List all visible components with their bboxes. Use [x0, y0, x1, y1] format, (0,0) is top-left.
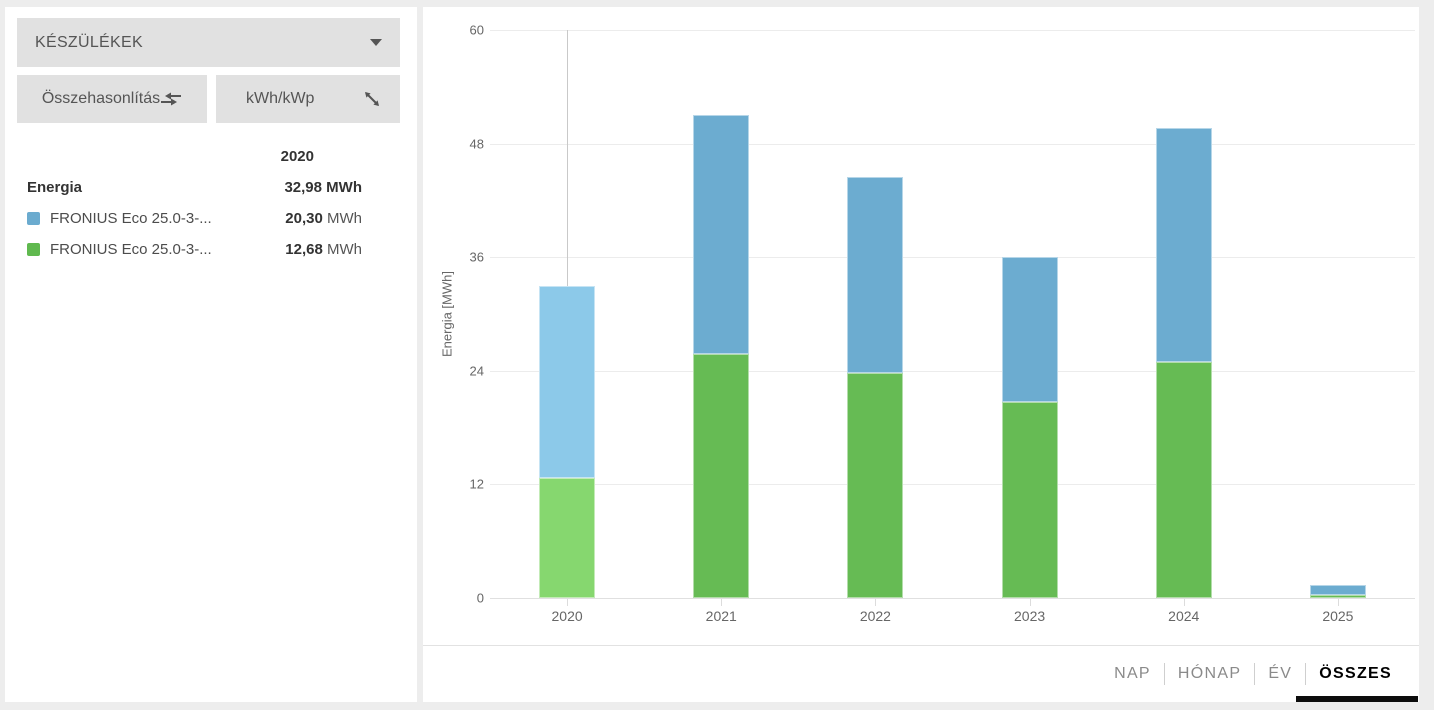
x-axis-label: 2021 [705, 608, 737, 624]
x-axis-label: 2025 [1322, 608, 1354, 624]
bar-segment[interactable] [693, 115, 750, 354]
y-tick-label: 24 [469, 363, 484, 379]
bar-segment[interactable] [1309, 594, 1366, 598]
legend-swatch-green [27, 243, 40, 256]
y-tick-label: 48 [469, 136, 484, 152]
compare-button[interactable]: Összehasonlítás [17, 75, 207, 123]
bar-2023[interactable] [1001, 30, 1058, 598]
devices-panel: KÉSZÜLÉKEK Összehasonlítás kWh/kWp [5, 7, 417, 702]
x-axis-tick [1337, 599, 1339, 606]
bar-segment[interactable] [847, 372, 904, 598]
y-axis-tick-labels: 0 12 24 36 48 60 [423, 23, 487, 606]
tab-honap[interactable]: HÓNAP [1165, 646, 1254, 702]
active-tab-underline [1296, 696, 1418, 702]
energy-summary-table: 2020 Energia 32,98 MWh FRONIUS Eco 25.0-… [27, 141, 362, 265]
y-tick-label: 12 [469, 476, 484, 492]
bar-segment[interactable] [539, 285, 596, 478]
period-tab-bar: NAP HÓNAP ÉV ÖSSZES [423, 645, 1419, 702]
devices-dropdown[interactable]: KÉSZÜLÉKEK [17, 18, 400, 67]
devices-dropdown-label: KÉSZÜLÉKEK [35, 33, 143, 51]
unit-toggle-label: kWh/kWp [246, 90, 315, 107]
diagonal-resize-arrow-icon [365, 92, 379, 106]
summary-total-label: Energia [27, 179, 83, 196]
x-axis-tick [1183, 599, 1185, 606]
bar-2020[interactable] [539, 30, 596, 598]
bar-2022[interactable] [847, 30, 904, 598]
bar-2021[interactable] [693, 30, 750, 598]
device-label: FRONIUS Eco 25.0-3-... [50, 241, 212, 258]
tab-separator [1163, 663, 1165, 685]
gridline [490, 484, 1415, 486]
gridline [490, 370, 1415, 372]
y-tick-label: 36 [469, 249, 484, 265]
x-axis-tick [721, 599, 723, 606]
bar-2025[interactable] [1309, 30, 1366, 598]
gridline [490, 143, 1415, 145]
x-axis-tick [875, 599, 877, 606]
x-axis-tick [1029, 599, 1031, 606]
bar-2024[interactable] [1155, 30, 1212, 598]
y-tick-label: 60 [469, 22, 484, 38]
bar-segment[interactable] [1001, 402, 1058, 598]
stacked-bar-chart: 2020 2021 2022 2023 2024 2025 [490, 30, 1415, 624]
bar-segment[interactable] [693, 353, 750, 598]
y-tick-label: 0 [476, 590, 484, 606]
legend-row-blue-device[interactable]: FRONIUS Eco 25.0-3-... 20,30 MWh [27, 203, 362, 234]
device-label: FRONIUS Eco 25.0-3-... [50, 210, 212, 227]
gridline [490, 30, 1415, 31]
bar-segment[interactable] [539, 477, 596, 598]
x-axis-label: 2022 [859, 608, 891, 624]
tab-separator [1254, 663, 1256, 685]
compare-button-label: Összehasonlítás [41, 90, 161, 107]
tab-osszes[interactable]: ÖSSZES [1306, 646, 1405, 702]
tab-ev[interactable]: ÉV [1255, 646, 1305, 702]
summary-total-row: Energia 32,98 MWh [27, 179, 362, 196]
x-axis-label: 2020 [551, 608, 583, 624]
tab-nap[interactable]: NAP [1101, 646, 1164, 702]
legend-row-green-device[interactable]: FRONIUS Eco 25.0-3-... 12,68 MWh [27, 234, 362, 265]
bar-segment[interactable] [847, 176, 904, 373]
x-axis-tick [567, 599, 569, 606]
tab-separator [1305, 663, 1307, 685]
summary-period: 2020 [280, 148, 314, 165]
hover-crosshair-line [566, 30, 568, 286]
energy-chart-panel: Energia [MWh] 0 12 24 36 48 60 2020 2021 2022 20… [423, 7, 1419, 702]
bar-segment[interactable] [1309, 584, 1366, 595]
gridline [490, 257, 1415, 259]
bar-segment[interactable] [1001, 257, 1058, 403]
x-axis-label: 2023 [1014, 608, 1046, 624]
legend-swatch-blue [27, 212, 40, 225]
x-axis-label: 2024 [1168, 608, 1200, 624]
bar-segment[interactable] [1155, 362, 1212, 598]
compare-arrows-icon [161, 92, 182, 106]
chevron-down-icon [370, 39, 382, 46]
unit-toggle-button[interactable]: kWh/kWp [216, 75, 400, 123]
gridline [490, 598, 1415, 599]
bar-segment[interactable] [1155, 127, 1212, 363]
